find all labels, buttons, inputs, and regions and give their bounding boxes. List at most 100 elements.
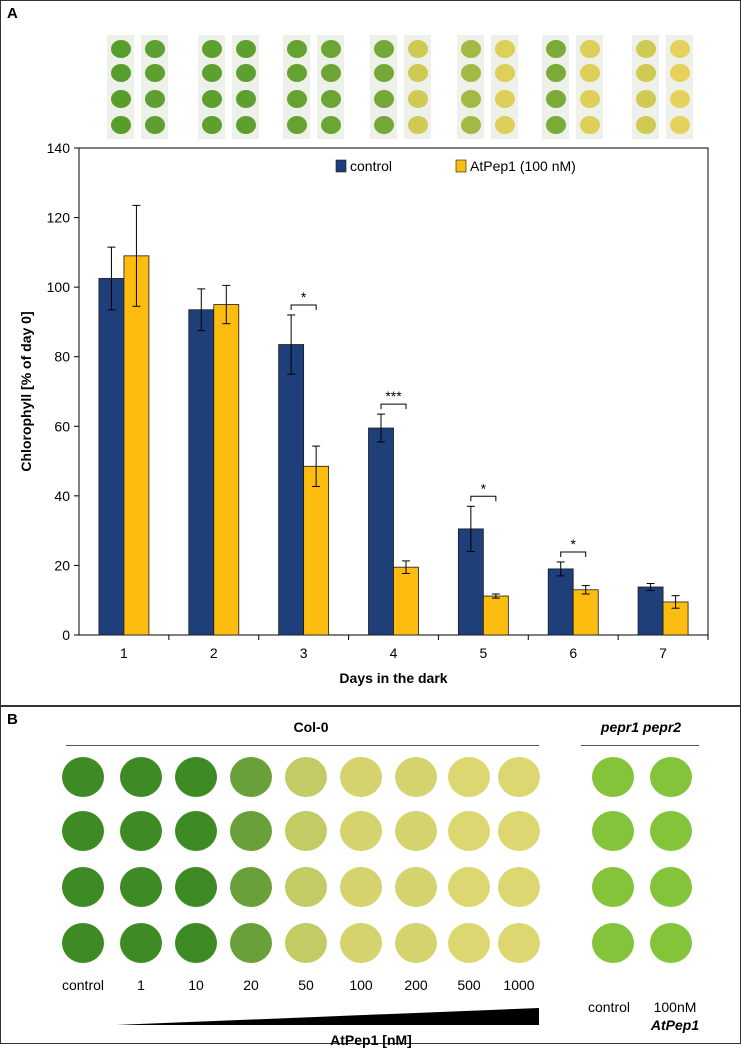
leaf-disc [395,811,437,851]
leaf-disc [580,64,600,82]
leaf-disc [670,90,690,108]
leaf-disc [374,116,394,134]
mutant-100nm-label: 100nM [653,999,697,1015]
leaf-disc [636,64,656,82]
leaf-disc [175,757,217,797]
y-tick-label: 40 [54,488,70,504]
leaf-photo-row-a [107,35,693,139]
gradient-label: AtPep1 [nM] [330,1032,412,1048]
leaf-disc [495,40,515,58]
y-tick-label: 140 [47,140,71,156]
significance-label: * [570,536,576,552]
x-tick-label: 3 [300,645,308,661]
significance-bracket [470,495,497,502]
concentration-label: control [61,977,105,993]
leaf-disc [321,40,341,58]
leaf-disc [145,116,165,134]
leaf-disc [448,811,490,851]
concentration-label: 20 [243,977,259,993]
leaf-disc [62,867,104,907]
panel-b: B Col-0 pepr1 pepr2 control 1 10 20 50 100 200… [0,706,741,1048]
leaf-disc-mutant [592,867,634,907]
y-tick-label: 20 [54,557,70,573]
leaf-disc [236,64,256,82]
leaf-disc [340,757,382,797]
significance-label: *** [385,388,402,404]
y-tick-label: 80 [54,349,70,365]
leaf-disc-mutant [650,757,692,797]
concentration-label: 1 [137,977,145,993]
leaf-photo-grid-b [62,757,692,963]
leaf-disc [287,64,307,82]
x-tick-label: 2 [210,645,218,661]
leaf-disc [374,40,394,58]
legend-swatch-atpep1 [455,159,467,173]
leaf-disc-mutant [650,923,692,963]
x-tick-label: 4 [390,645,398,661]
significance-label: * [301,289,307,305]
leaf-disc [287,116,307,134]
legend-label-control: control [350,158,392,174]
leaf-disc [448,867,490,907]
bar-control-day-4 [368,427,394,636]
leaf-disc [120,867,162,907]
leaf-disc-mutant [592,757,634,797]
leaf-disc [546,116,566,134]
panel-a: A 0 20 40 60 80 100 120 140 1 2 3 4 5 6 7 * *** * * Days in… [0,0,741,706]
leaf-disc [120,811,162,851]
leaf-disc [461,116,481,134]
leaf-disc [636,116,656,134]
leaf-disc-mutant [650,811,692,851]
panel-b-label: B [7,711,18,728]
leaf-disc [236,40,256,58]
leaf-disc [461,64,481,82]
leaf-disc [321,64,341,82]
leaf-disc [321,90,341,108]
concentration-label: 50 [298,977,314,993]
legend-swatch-control [335,159,347,173]
leaf-disc [408,40,428,58]
y-axis-title: Chlorophyll [% of day 0] [18,311,34,471]
leaf-disc [498,757,540,797]
leaf-disc [145,40,165,58]
leaf-disc [340,867,382,907]
panel-a-label: A [7,5,18,22]
concentration-label: 500 [457,977,481,993]
leaf-disc [111,64,131,82]
leaf-disc [175,867,217,907]
significance-bracket [560,551,587,557]
leaf-disc [287,40,307,58]
leaf-disc [408,116,428,134]
mutant-divider [581,745,699,746]
y-tick-label: 60 [54,418,70,434]
leaf-disc [230,867,272,907]
leaf-disc [62,757,104,797]
bar-atpep1-day-5 [482,595,509,636]
leaf-disc [202,116,222,134]
legend-label-atpep1: AtPep1 (100 nM) [470,158,576,174]
bar-atpep1-day-6 [572,589,599,636]
leaf-disc [395,757,437,797]
leaf-disc [287,90,307,108]
bar-control-day-6 [547,568,574,636]
leaf-disc [546,90,566,108]
leaf-disc [498,811,540,851]
bar-atpep1-day-4 [393,566,419,636]
y-tick-label: 0 [62,627,70,643]
concentration-label: 10 [188,977,204,993]
leaf-disc [230,757,272,797]
leaf-disc [498,923,540,963]
leaf-disc [145,90,165,108]
leaf-disc [495,116,515,134]
leaf-disc [321,116,341,134]
leaf-disc [202,64,222,82]
leaf-disc [202,40,222,58]
col0-divider [66,745,539,746]
leaf-disc [175,811,217,851]
x-tick-label: 6 [569,645,577,661]
bar-control-day-2 [188,309,215,636]
significance-label: * [481,480,487,496]
leaf-disc [670,116,690,134]
leaf-disc [461,40,481,58]
leaf-disc [374,90,394,108]
